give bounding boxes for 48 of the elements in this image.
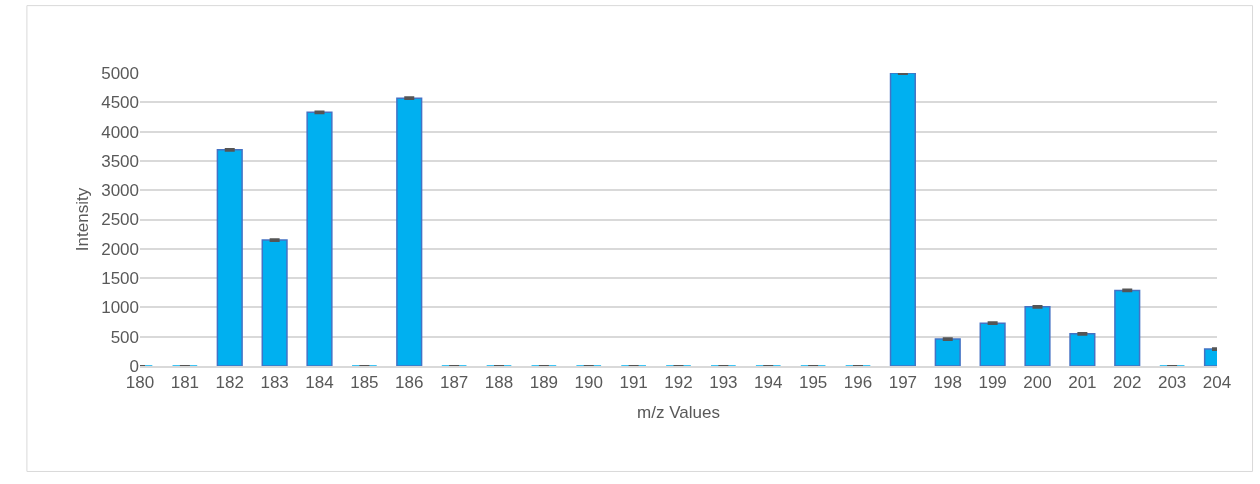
x-tick-label: 203 bbox=[1157, 373, 1187, 393]
x-tick-label: 191 bbox=[619, 373, 648, 393]
bar bbox=[261, 239, 288, 366]
y-tick-label: 3500 bbox=[101, 151, 139, 171]
x-tick-label: 186 bbox=[395, 373, 424, 393]
y-tick-label: 4500 bbox=[101, 93, 139, 113]
x-tick-label: 200 bbox=[1023, 373, 1052, 393]
bar bbox=[1114, 289, 1141, 366]
x-tick-label: 189 bbox=[529, 373, 559, 393]
x-tick-label: 193 bbox=[709, 373, 738, 393]
y-tick-label: 500 bbox=[110, 327, 139, 347]
bar bbox=[216, 149, 243, 366]
y-tick-label: 2000 bbox=[101, 239, 139, 259]
x-tick-label: 181 bbox=[170, 373, 200, 393]
x-tick-label: 183 bbox=[260, 373, 289, 393]
bar bbox=[306, 111, 333, 366]
x-tick-label: 190 bbox=[574, 373, 603, 393]
x-tick-label: 180 bbox=[125, 373, 155, 393]
bar bbox=[1069, 333, 1096, 366]
y-tick-label: 2500 bbox=[101, 210, 139, 230]
y-tick-label: 1500 bbox=[101, 269, 139, 289]
bar bbox=[396, 97, 423, 366]
x-tick-label: 199 bbox=[978, 373, 1007, 393]
x-axis-title: m/z Values bbox=[637, 403, 720, 423]
x-tick-label: 202 bbox=[1113, 373, 1142, 393]
x-tick-label: 197 bbox=[888, 373, 918, 393]
x-tick-label: 192 bbox=[664, 373, 693, 393]
x-tick-label: 187 bbox=[439, 373, 469, 393]
x-tick-label: 198 bbox=[933, 373, 962, 393]
x-tick-label: 182 bbox=[215, 373, 244, 393]
x-tick-label: 194 bbox=[754, 373, 783, 393]
bar bbox=[889, 73, 916, 366]
y-tick-label: 5000 bbox=[101, 63, 139, 83]
x-tick-label: 201 bbox=[1068, 373, 1097, 393]
y-tick-label: 3000 bbox=[101, 181, 139, 201]
x-tick-label: 196 bbox=[843, 373, 873, 393]
y-tick-label: 1000 bbox=[101, 298, 139, 318]
y-tick-label: 0 bbox=[129, 356, 139, 376]
x-tick-label: 188 bbox=[484, 373, 514, 393]
y-axis-title: Intensity bbox=[72, 187, 92, 252]
bar bbox=[934, 338, 961, 366]
x-tick-label: 184 bbox=[305, 373, 334, 393]
x-tick-label: 195 bbox=[798, 373, 828, 393]
bar bbox=[1024, 306, 1051, 366]
x-tick-label: 204 bbox=[1202, 373, 1232, 393]
bar bbox=[979, 322, 1006, 366]
x-tick-label: 185 bbox=[350, 373, 379, 393]
y-tick-label: 4000 bbox=[101, 122, 139, 142]
